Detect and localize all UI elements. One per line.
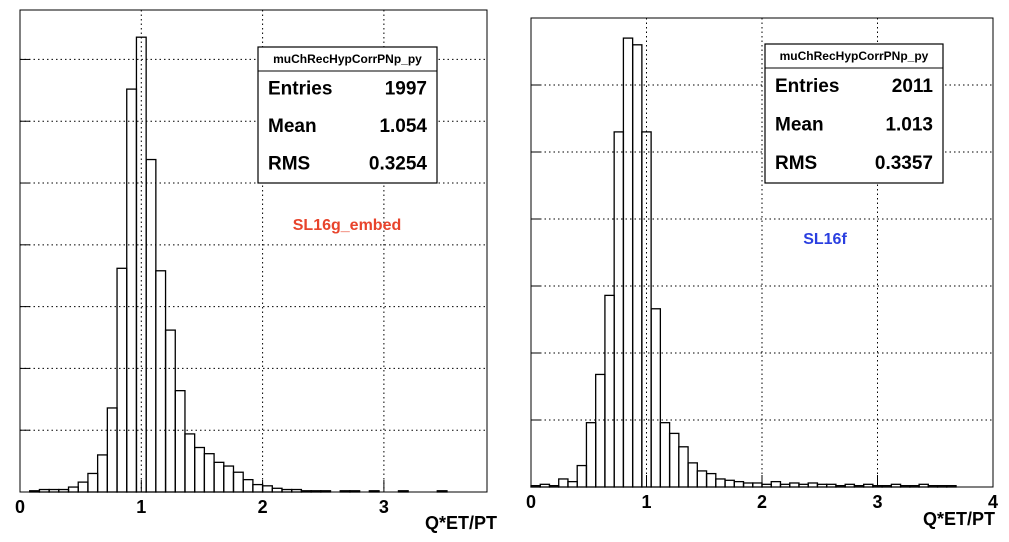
stats-value: 1.054	[379, 116, 427, 137]
histogram-bin	[29, 490, 41, 493]
stats-key: Mean	[775, 115, 824, 136]
stats-value: 0.3254	[369, 153, 428, 174]
histogram-bin	[368, 490, 380, 493]
annotation: SL16f	[803, 231, 847, 248]
stats-value: 0.3357	[875, 153, 933, 174]
x-tick-label: 1	[641, 492, 651, 512]
stats-value: 1997	[385, 79, 427, 100]
x-axis-label: Q*ET/PT	[923, 509, 995, 529]
histogram-bin	[946, 485, 957, 488]
histogram-bin	[349, 490, 361, 493]
stats-key: RMS	[775, 153, 817, 174]
stats-value: 1.013	[885, 115, 933, 136]
x-tick-label: 4	[988, 492, 998, 512]
histogram-bin	[300, 490, 312, 493]
stats-value: 2011	[892, 76, 934, 97]
x-tick-label: 2	[258, 497, 268, 517]
stats-title: muChRecHypCorrPNp_py	[780, 49, 929, 63]
histogram-bin	[310, 490, 322, 493]
stats-key: Mean	[268, 116, 317, 137]
stats-key: RMS	[268, 153, 310, 174]
histogram-bin	[339, 490, 351, 493]
histogram-bin	[320, 490, 332, 493]
chart-panel: 0 1 2 3 Q*ET/PT muChRecHypCorrPNp_py Entries 19…	[15, 9, 497, 533]
stats-key: Entries	[268, 79, 332, 100]
annotation: SL16g_embed	[293, 217, 401, 234]
stats-box	[764, 43, 944, 184]
x-tick-label: 3	[872, 492, 882, 512]
stats-box	[257, 46, 438, 184]
x-tick-label: 1	[136, 497, 146, 517]
x-tick-label: 0	[15, 497, 25, 517]
x-axis-label: Q*ET/PT	[425, 513, 497, 533]
x-tick-label: 3	[379, 497, 389, 517]
x-tick-label: 0	[526, 492, 536, 512]
chart-panel: 0 1 2 3 4Q*ET/PT muChRecHypCorrPNp_py Entries 2…	[526, 17, 998, 529]
stats-key: Entries	[775, 76, 839, 97]
x-tick-label: 2	[757, 492, 767, 512]
stats-title: muChRecHypCorrPNp_py	[273, 52, 422, 66]
histogram-bin	[397, 490, 409, 493]
histogram-bin	[650, 308, 662, 488]
histogram-bin	[436, 490, 448, 493]
